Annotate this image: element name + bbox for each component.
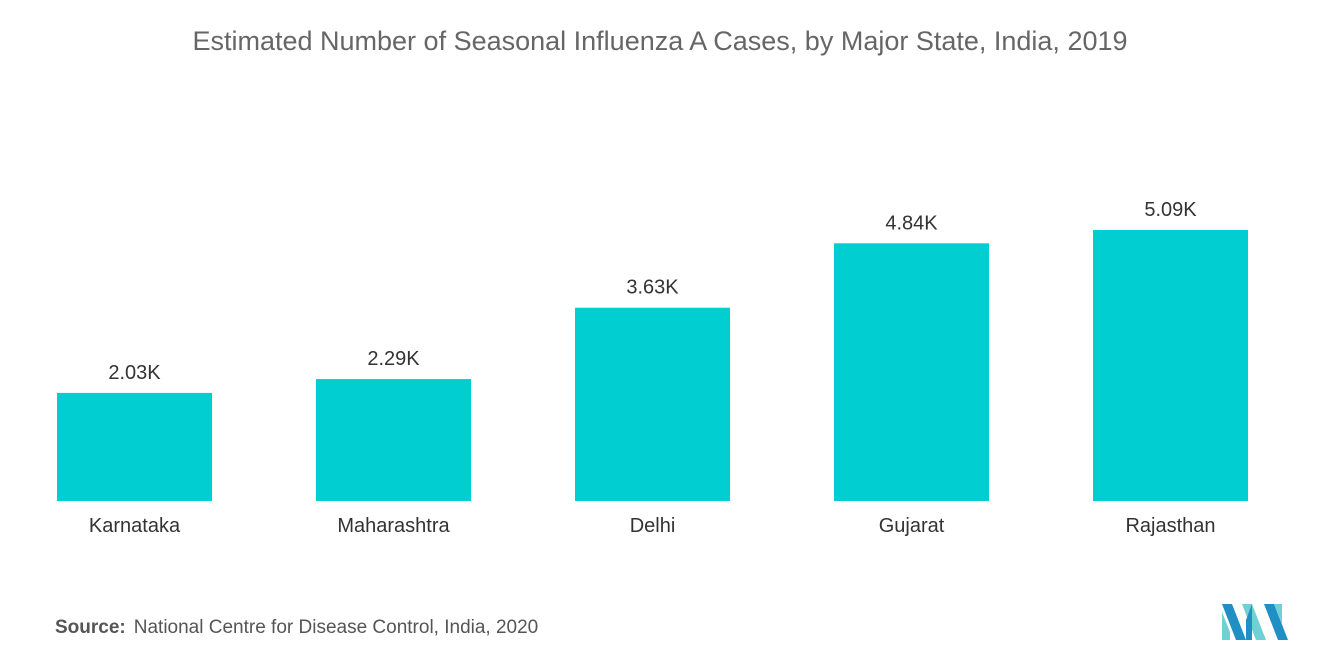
bar-chart: 2.03K 2.29K 3.63K 4.84K 5.09K Karnataka Mahar…	[57, 199, 1248, 537]
value-label-delhi: 3.63K	[626, 277, 679, 299]
category-label-karnataka: Karnataka	[89, 515, 181, 537]
source-label: Source:	[55, 617, 126, 638]
mordor-intelligence-logo-icon	[1222, 604, 1288, 640]
value-label-rajasthan: 5.09K	[1144, 199, 1197, 221]
category-label-rajasthan: Rajasthan	[1125, 515, 1215, 537]
value-labels-group: 2.03K 2.29K 3.63K 4.84K 5.09K	[108, 199, 1197, 384]
bar-delhi	[575, 307, 730, 501]
bar-karnataka	[57, 392, 212, 501]
bar-gujarat	[834, 243, 989, 501]
source-note: Source: National Centre for Disease Contr…	[55, 617, 538, 639]
value-label-maharashtra: 2.29K	[367, 348, 420, 370]
value-label-gujarat: 4.84K	[885, 212, 938, 234]
bar-maharashtra	[316, 379, 471, 501]
category-label-gujarat: Gujarat	[879, 515, 945, 537]
source-text: National Centre for Disease Control, Ind…	[133, 617, 539, 638]
chart-title: Estimated Number of Seasonal Influenza A…	[192, 26, 1128, 56]
category-label-delhi: Delhi	[630, 515, 676, 537]
bars-group	[57, 230, 1248, 501]
category-labels-group: Karnataka Maharashtra Delhi Gujarat Rajastha…	[89, 515, 1216, 537]
category-label-maharashtra: Maharashtra	[337, 515, 450, 537]
value-label-karnataka: 2.03K	[108, 362, 161, 384]
bar-rajasthan	[1093, 230, 1248, 501]
